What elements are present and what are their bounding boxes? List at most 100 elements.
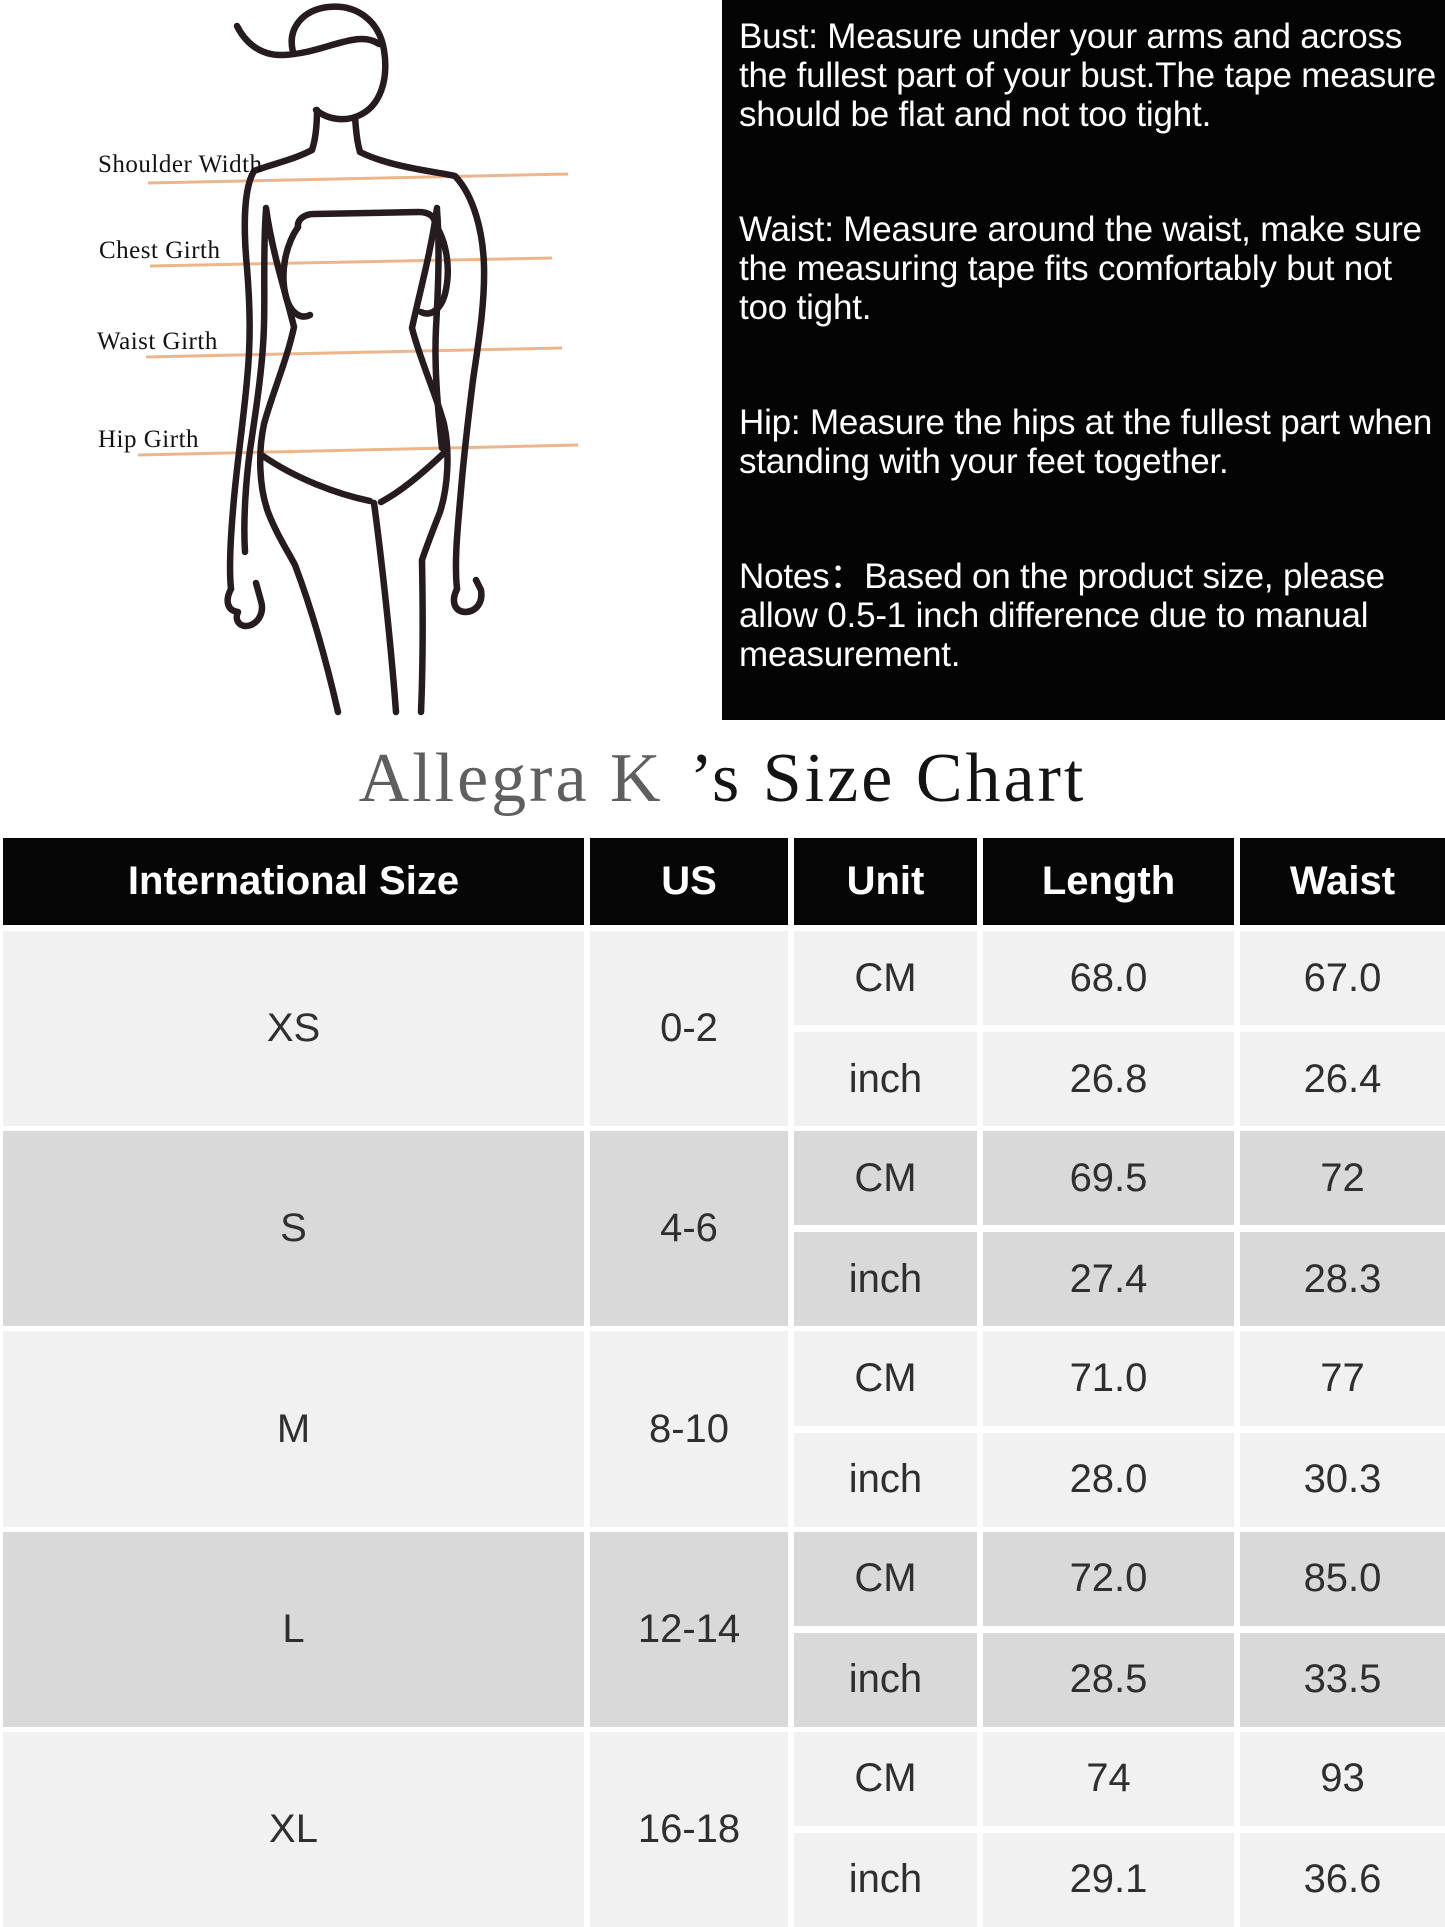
size-table-header: International Size US Unit Length Waist	[3, 838, 1445, 925]
unit-cm-cell: CM	[794, 931, 977, 1026]
length-inch-cell: 28.5	[983, 1632, 1234, 1727]
size-block: S 4-6 CM inch 69.5 27.4 72 28.3	[3, 1131, 1445, 1327]
unit-column: CM inch	[794, 1731, 977, 1927]
us-size-cell: 4-6	[590, 1131, 788, 1327]
waist-cm-cell: 67.0	[1240, 931, 1445, 1026]
us-size-cell: 12-14	[590, 1531, 788, 1727]
length-cm-cell: 69.5	[983, 1131, 1234, 1226]
header-cell-unit: Unit	[794, 838, 977, 925]
shoulder-width-label: Shoulder Width	[98, 151, 263, 178]
waist-inch-cell: 36.6	[1240, 1832, 1445, 1927]
intl-size-cell: XS	[3, 931, 584, 1127]
length-column: 68.0 26.8	[983, 931, 1234, 1127]
length-column: 74 29.1	[983, 1731, 1234, 1927]
briefs-left	[259, 452, 374, 505]
size-block: XL 16-18 CM inch 74 29.1 93 36.6	[3, 1731, 1445, 1927]
hip-instruction: Hip: Measure the hips at the fullest par…	[739, 403, 1433, 481]
unit-column: CM inch	[794, 1331, 977, 1527]
left-arm-inner	[241, 206, 270, 556]
size-block: M 8-10 CM inch 71.0 28.0 77 30.3	[3, 1331, 1445, 1527]
length-column: 72.0 28.5	[983, 1531, 1234, 1727]
right-hand	[450, 576, 485, 616]
header-cell-waist: Waist	[1240, 838, 1445, 925]
length-cm-cell: 71.0	[983, 1331, 1234, 1426]
torso-left-side	[256, 204, 342, 716]
length-cm-cell: 74	[983, 1731, 1234, 1826]
waist-inch-cell: 33.5	[1240, 1632, 1445, 1727]
waist-inch-cell: 28.3	[1240, 1232, 1445, 1327]
measurement-diagram: Shoulder Width Chest Girth Waist Girth H…	[0, 0, 640, 740]
length-column: 71.0 28.0	[983, 1331, 1234, 1527]
length-cm-cell: 72.0	[983, 1531, 1234, 1626]
left-hand	[224, 579, 266, 630]
length-inch-cell: 26.8	[983, 1032, 1234, 1127]
unit-inch-cell: inch	[794, 1632, 977, 1727]
waist-cm-cell: 85.0	[1240, 1531, 1445, 1626]
neck-right	[351, 113, 364, 156]
length-column: 69.5 27.4	[983, 1131, 1234, 1327]
us-size-cell: 0-2	[590, 931, 788, 1127]
waist-instruction: Waist: Measure around the waist, make su…	[739, 210, 1422, 327]
left-arm-outer	[226, 146, 316, 593]
header-cell-us: US	[590, 838, 788, 925]
unit-cm-cell: CM	[794, 1331, 977, 1426]
waist-inch-cell: 26.4	[1240, 1032, 1445, 1127]
brand-name: Allegra K	[358, 740, 664, 817]
unit-cm-cell: CM	[794, 1531, 977, 1626]
waist-column: 72 28.3	[1240, 1131, 1445, 1327]
bust-instruction: Bust: Measure under your arms and across…	[739, 17, 1437, 134]
size-block: L 12-14 CM inch 72.0 28.5 85.0 33.5	[3, 1531, 1445, 1727]
waist-column: 77 30.3	[1240, 1331, 1445, 1527]
intl-size-cell: XL	[3, 1731, 584, 1927]
unit-column: CM inch	[794, 1531, 977, 1727]
unit-column: CM inch	[794, 1131, 977, 1327]
length-inch-cell: 28.0	[983, 1432, 1234, 1527]
hip-girth-label: Hip Girth	[98, 426, 200, 453]
intl-size-cell: S	[3, 1131, 584, 1327]
title-rest: ’s Size Chart	[689, 740, 1087, 817]
right-arm-outer	[356, 148, 488, 593]
waist-cm-cell: 93	[1240, 1731, 1445, 1826]
hip-measure-line	[137, 443, 579, 457]
waist-girth-label: Waist Girth	[97, 328, 218, 355]
torso-right-side	[408, 204, 451, 716]
unit-inch-cell: inch	[794, 1232, 977, 1327]
waist-column: 93 36.6	[1240, 1731, 1445, 1927]
hair-stroke	[233, 22, 383, 59]
waist-column: 67.0 26.4	[1240, 931, 1445, 1127]
length-cm-cell: 68.0	[983, 931, 1234, 1026]
size-table-body: XS 0-2 CM inch 68.0 26.8 67.0 26.4 S 4-6…	[3, 931, 1445, 1927]
size-table: International Size US Unit Length Waist XS 0…	[3, 838, 1445, 1927]
shoulder-measure-line	[147, 172, 569, 185]
unit-inch-cell: inch	[794, 1032, 977, 1127]
head-outline	[288, 3, 389, 123]
waist-inch-cell: 30.3	[1240, 1432, 1445, 1527]
waist-measure-line	[145, 346, 563, 359]
notes-instruction: Notes：Based on the product size, please …	[739, 557, 1385, 674]
unit-column: CM inch	[794, 931, 977, 1127]
waist-column: 85.0 33.5	[1240, 1531, 1445, 1727]
length-inch-cell: 27.4	[983, 1232, 1234, 1327]
body-outline	[224, 3, 488, 716]
intl-size-cell: M	[3, 1331, 584, 1527]
waist-cm-cell: 77	[1240, 1331, 1445, 1426]
right-bust-curve	[417, 220, 451, 317]
header-cell-length: Length	[983, 838, 1234, 925]
chest-girth-label: Chest Girth	[99, 237, 221, 264]
leg-split-line	[370, 499, 400, 716]
measuring-instructions-box: Bust: Measure under your arms and across…	[722, 0, 1445, 720]
unit-cm-cell: CM	[794, 1131, 977, 1226]
us-size-cell: 8-10	[590, 1331, 788, 1527]
header-cell-international-size: International Size	[3, 838, 584, 925]
body-figure-drawing	[137, 3, 579, 716]
size-block: XS 0-2 CM inch 68.0 26.8 67.0 26.4	[3, 931, 1445, 1127]
length-inch-cell: 29.1	[983, 1832, 1234, 1927]
unit-inch-cell: inch	[794, 1832, 977, 1927]
strapless-top-line	[294, 208, 439, 231]
briefs-right	[377, 448, 449, 506]
unit-inch-cell: inch	[794, 1432, 977, 1527]
intl-size-cell: L	[3, 1531, 584, 1727]
waist-cm-cell: 72	[1240, 1131, 1445, 1226]
us-size-cell: 16-18	[590, 1731, 788, 1927]
